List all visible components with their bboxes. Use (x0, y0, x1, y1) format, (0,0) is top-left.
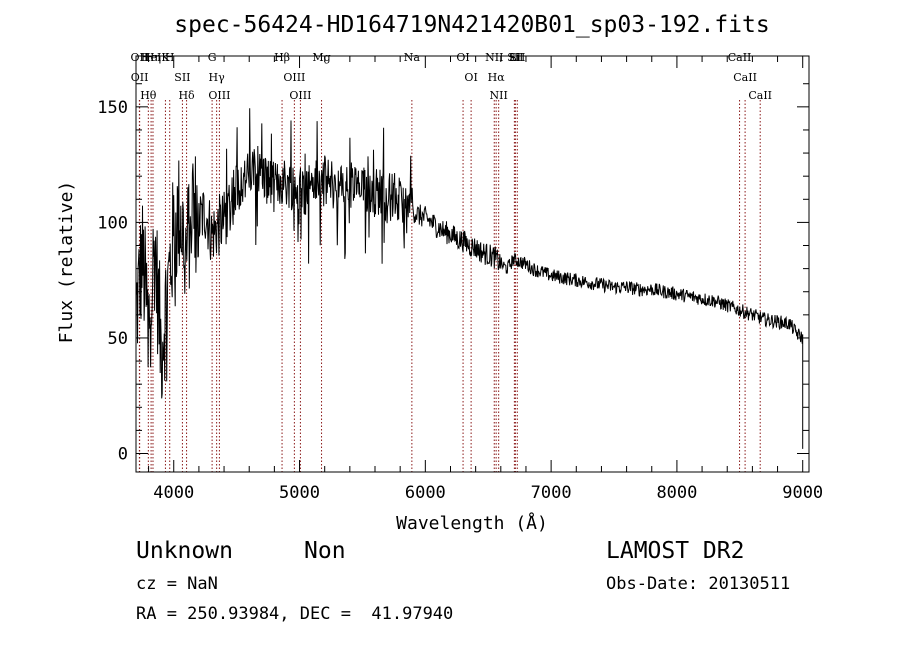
spectral-line-label: OI (464, 71, 477, 84)
spectral-line-label: Li (509, 51, 520, 64)
plot-frame (135, 55, 810, 473)
spectral-line-label: HeI (141, 51, 161, 64)
spectral-line-label: G (208, 51, 217, 64)
spectral-line-label: OII (131, 51, 149, 64)
spectral-line-label: NII (490, 89, 508, 102)
y-tick-label: 50 (108, 329, 128, 349)
spectral-line-label: OIII (208, 89, 230, 102)
spectral-line-label: Hδ (178, 89, 195, 102)
spectral-line-label: CaII (733, 71, 757, 84)
spectral-line-label: Hα (488, 71, 506, 84)
y-tick-label: 0 (118, 445, 128, 465)
x-axis-ticks: 4000 5000 6000 7000 8000 9000 (148, 56, 823, 503)
chart-title: spec-56424-HD164719N421420B01_sp03-192.f… (174, 12, 769, 38)
spectral-line-label: OI (456, 51, 469, 64)
spectral-line-label: H (165, 51, 175, 64)
x-tick-label: 6000 (405, 483, 446, 503)
spectral-line-label: SII (174, 71, 190, 84)
spectrum-series-line (135, 108, 804, 449)
x-axis-label: Wavelength (Å) (396, 512, 548, 534)
spectral-line-label: OII (131, 71, 149, 84)
class-label: Unknown (136, 538, 233, 564)
subclass-label: Non (304, 538, 346, 564)
spectral-line-label: CaII (748, 89, 772, 102)
cz-text: cz = NaN (136, 574, 218, 594)
spectral-line-label: Hβ (274, 51, 290, 64)
spectral-line-label: OIII (289, 89, 311, 102)
obs-date-text: Obs-Date: 20130511 (606, 574, 791, 594)
spectral-line-label: K (161, 51, 170, 64)
y-tick-label: 100 (97, 213, 128, 233)
x-tick-label: 4000 (153, 483, 194, 503)
x-tick-label: 9000 (782, 483, 823, 503)
spectral-line-label: NII (485, 51, 503, 64)
spectral-line-label: Na (404, 51, 421, 64)
spectral-line-label: OIII (283, 71, 305, 84)
spectral-line-label: CaII (728, 51, 752, 64)
survey-label: LAMOST DR2 (606, 538, 745, 564)
spectral-line-markers (138, 100, 761, 472)
spectral-line-label: SII (507, 51, 523, 64)
y-tick-label: 150 (97, 98, 128, 118)
y-axis-label: Flux (relative) (56, 181, 77, 344)
spectral-line-label: Hθ (140, 89, 157, 102)
x-tick-label: 5000 (279, 483, 320, 503)
spectral-line-label: Hγ (209, 71, 226, 84)
y-axis-ticks: 0 50 100 150 (97, 83, 809, 465)
spectral-line-label: SII (509, 51, 525, 64)
x-tick-label: 8000 (656, 483, 697, 503)
coordinates-text: RA = 250.93984, DEC = 41.97940 (136, 604, 454, 624)
spectral-line-label: Mg (312, 51, 330, 64)
spectral-line-label: Hη (145, 51, 161, 64)
x-tick-label: 7000 (531, 483, 572, 503)
